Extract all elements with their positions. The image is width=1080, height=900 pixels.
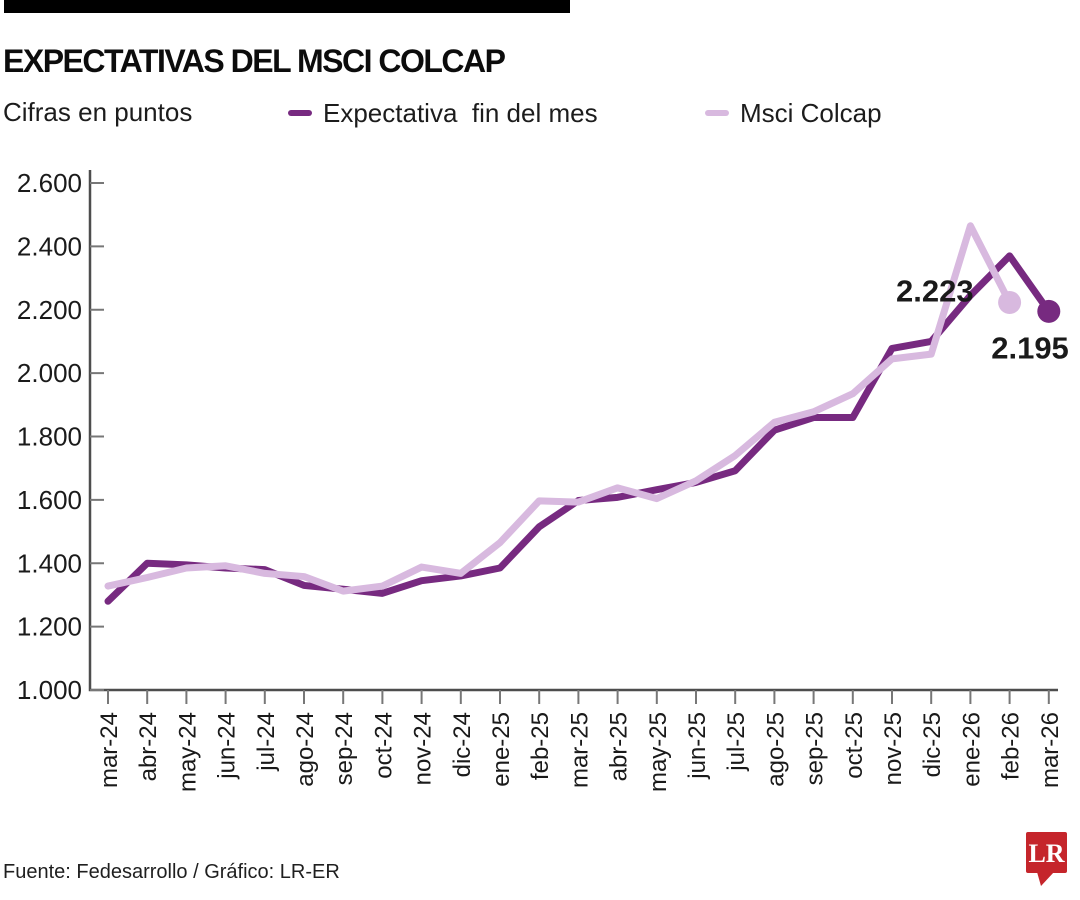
y-tick-label: 2.600 [17, 168, 82, 198]
lr-logo-bubble [1026, 832, 1067, 873]
x-tick-label: nov-24 [410, 712, 437, 785]
lr-logo: LR [1026, 832, 1067, 886]
page-title: EXPECTATIVAS DEL MSCI COLCAP [3, 43, 506, 80]
x-tick-label: oct-25 [841, 712, 868, 779]
x-tick-label: abr-25 [606, 712, 633, 781]
legend-label-expectativa: Expectativa fin del mes [323, 97, 598, 128]
x-tick-label: may-25 [645, 712, 672, 792]
y-tick-label: 2.000 [17, 358, 82, 388]
end-value-label-msci-colcap: 2.223 [896, 273, 974, 308]
x-tick-label: may-24 [174, 712, 201, 792]
end-value-label-expectativa: 2.195 [991, 330, 1069, 365]
x-tick-label: oct-24 [370, 712, 397, 779]
legend-item-expectativa: Expectativa fin del mes [288, 97, 598, 129]
x-tick-label: ene-26 [958, 712, 985, 787]
series-line-msci-colcap [104, 222, 1014, 595]
source-credit: Fuente: Fedesarrollo / Gráfico: LR-ER [3, 861, 340, 883]
x-tick-label: sep-25 [802, 712, 829, 785]
lr-logo-tail [1037, 872, 1054, 886]
x-tick-label: jul-25 [723, 712, 750, 772]
x-tick-label: mar-26 [1037, 712, 1064, 788]
x-tick-label: dic-24 [449, 712, 476, 777]
x-tick-label: mar-25 [566, 712, 593, 788]
y-tick-label: 1.600 [17, 485, 82, 515]
series-endpoint-dot-expectativa [1037, 299, 1061, 323]
y-tick-label: 1.400 [17, 548, 82, 578]
y-tick-label: 1.800 [17, 422, 82, 452]
x-tick-label: ago-25 [762, 712, 789, 787]
axis-lines [88, 170, 1058, 692]
legend-label-msci-colcap: Msci Colcap [740, 97, 882, 128]
legend-dash-expectativa-icon [288, 110, 312, 116]
y-tick-label: 1.000 [17, 675, 82, 705]
x-tick-label: ago-24 [292, 712, 319, 787]
chart-plot-area: 1.000 1.200 1.400 1.600 1.800 2.000 2.200 2.400… [17, 168, 1069, 792]
y-tick-label: 2.200 [17, 295, 82, 325]
series-endpoint-dot-msci-colcap [998, 290, 1022, 314]
x-tick-label: feb-26 [998, 712, 1025, 780]
x-tick-label: jun-25 [684, 712, 711, 780]
top-accent-bar [4, 0, 570, 13]
x-tick-label: nov-25 [880, 712, 907, 785]
y-tick-label: 2.400 [17, 231, 82, 261]
x-tick-label: abr-24 [135, 712, 162, 781]
x-tick-label: feb-25 [527, 712, 554, 780]
lr-logo-text: LR [1028, 839, 1064, 868]
x-tick-label: sep-24 [331, 712, 358, 785]
y-tick-label: 1.200 [17, 612, 82, 642]
x-tick-label: jun-24 [214, 712, 241, 780]
x-tick-label: jul-24 [253, 712, 280, 772]
x-tick-label: dic-25 [919, 712, 946, 777]
legend-item-msci-colcap: Msci Colcap [705, 97, 882, 129]
x-tick-label: mar-24 [96, 712, 123, 788]
x-tick-label: ene-25 [488, 712, 515, 787]
legend-dash-msci-colcap-icon [705, 110, 729, 116]
chart-units-label: Cifras en puntos [3, 97, 193, 127]
